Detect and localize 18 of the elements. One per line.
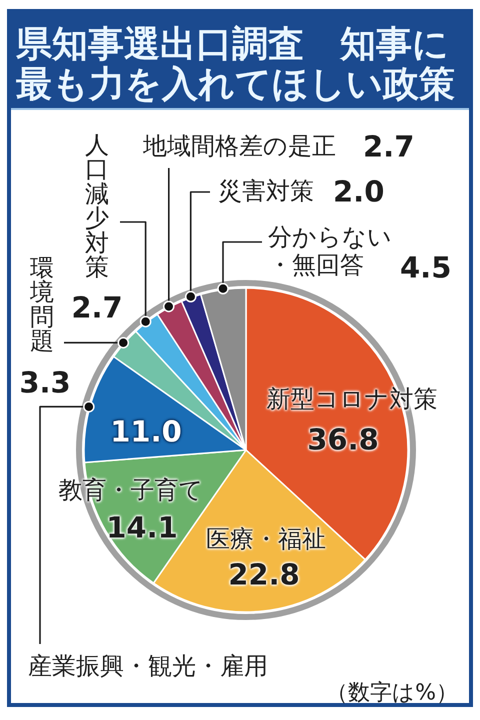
slice-label: 環境問題: [30, 254, 54, 356]
slice-label: 人口減少対策: [85, 131, 109, 282]
data-label: 2.0: [333, 174, 384, 209]
data-label: 3.3: [19, 365, 71, 400]
data-label: 14.1: [106, 510, 178, 545]
data-label: 2.7: [71, 290, 123, 325]
slice-label: 医療・福祉: [206, 525, 326, 554]
data-label: 22.8: [228, 557, 300, 592]
text: （数字は%）: [326, 680, 458, 706]
data-label: 2.7: [363, 129, 414, 164]
data-label: 36.8: [307, 422, 379, 457]
slice-label: 地域間格差の是正: [143, 132, 336, 161]
data-label: 4.5: [400, 250, 452, 285]
slice-label: 分からない・無回答: [268, 223, 393, 280]
slice-label: 産業振興・観光・雇用: [28, 652, 268, 681]
data-label: 11.0: [110, 414, 182, 449]
slice-label: 災害対策: [218, 177, 314, 206]
chart-title: 県知事選出口調査 知事に最も力を入れてほしい政策: [16, 24, 456, 105]
